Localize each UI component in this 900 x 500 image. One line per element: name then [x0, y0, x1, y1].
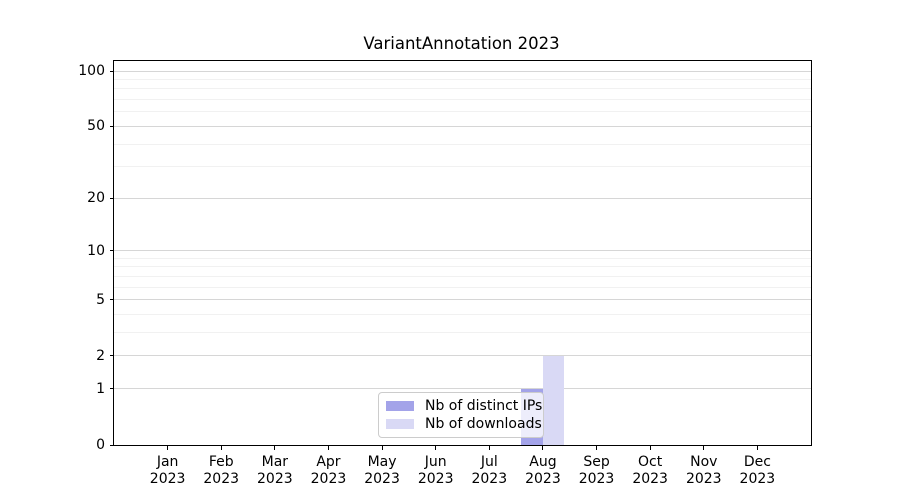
y-axis-tick	[110, 388, 114, 390]
x-axis-tick	[756, 445, 758, 450]
y-axis-tick-label: 5	[96, 291, 105, 308]
y-axis-tick-label: 100	[78, 63, 105, 79]
gridline-minor	[114, 166, 811, 168]
y-axis-tick-label: 0	[96, 437, 105, 453]
y-axis-tick	[110, 70, 114, 72]
x-axis-tick-year: 2023	[578, 471, 615, 487]
x-axis-tick-year: 2023	[739, 471, 776, 487]
x-axis-tick-year: 2023	[364, 471, 400, 487]
x-axis-tick-year: 2023	[149, 471, 186, 487]
gridline-major	[114, 70, 811, 72]
chart-title: VariantAnnotation 2023	[363, 34, 560, 53]
y-axis-tick-label: 2	[96, 347, 105, 364]
y-axis-tick-label: 10	[87, 242, 105, 259]
x-axis-tick	[167, 445, 169, 450]
x-axis-tick-year: 2023	[257, 471, 293, 487]
x-axis-tick	[649, 445, 651, 450]
gridline-minor	[114, 99, 811, 101]
x-axis-tick-label: Jun 2023	[406, 454, 466, 488]
gridline-major	[114, 197, 811, 199]
x-axis-tick-label: Dec 2023	[727, 454, 787, 488]
y-axis-tick-label: 20	[87, 190, 105, 207]
x-axis-tick	[381, 445, 383, 450]
x-axis-tick-label: Aug 2023	[513, 454, 573, 488]
gridline-minor	[114, 143, 811, 145]
x-axis-tick-year: 2023	[417, 471, 454, 487]
x-axis-tick	[703, 445, 705, 450]
x-axis-tick-year: 2023	[632, 471, 668, 487]
gridline-minor	[114, 78, 811, 80]
gridline-major	[114, 355, 811, 357]
x-axis-tick-year: 2023	[310, 471, 347, 487]
plot-area: 0 1 2 5 10 20 50 100 Jan 2023 Feb 2023 Mar 2023 Apr 202…	[78, 60, 812, 487]
x-axis-tick-label: Oct 2023	[620, 454, 680, 488]
legend-swatch-distinct-ips-icon	[386, 401, 414, 411]
y-axis-tick	[110, 250, 114, 252]
gridline-major	[114, 125, 811, 127]
legend-swatch-downloads-icon	[386, 419, 414, 429]
x-axis-tick-label: Nov 2023	[674, 454, 734, 488]
gridline-minor	[114, 88, 811, 90]
x-axis-tick-year: 2023	[471, 471, 508, 487]
y-axis-tick	[110, 355, 114, 357]
gridline-major	[114, 299, 811, 301]
x-axis-tick	[327, 445, 329, 450]
y-axis-tick	[110, 125, 114, 127]
x-axis-tick	[542, 445, 544, 450]
x-axis-tick-label: Jul 2023	[459, 454, 519, 488]
gridline-minor	[114, 332, 811, 334]
x-axis-tick-year: 2023	[685, 471, 722, 487]
gridline-major	[114, 388, 811, 390]
x-axis-tick-label: Mar 2023	[245, 454, 305, 488]
x-axis-tick-label: Feb 2023	[191, 454, 251, 488]
legend-label-distinct-ips: Nb of distinct IPs	[425, 398, 543, 414]
x-axis-tick	[274, 445, 276, 450]
y-axis-tick-label: 1	[96, 380, 105, 397]
x-axis-tick-year: 2023	[203, 471, 240, 487]
gridline-minor	[114, 275, 811, 277]
y-axis-tick	[110, 197, 114, 199]
gridline-minor	[114, 266, 811, 268]
x-axis-tick-year: 2023	[525, 471, 561, 487]
legend-item-distinct-ips: Nb of distinct IPs	[379, 398, 543, 414]
gridline-major	[114, 250, 811, 252]
legend-label-downloads: Nb of downloads	[425, 416, 542, 432]
bar-downloads-aug	[542, 355, 565, 445]
x-axis-tick	[220, 445, 222, 450]
gridline-minor	[114, 257, 811, 259]
x-axis-tick-label: Jan 2023	[138, 454, 198, 488]
x-axis-tick-label: Apr 2023	[298, 454, 358, 488]
legend: Nb of distinct IPs Nb of downloads	[378, 392, 544, 438]
legend-item-downloads: Nb of downloads	[379, 416, 543, 432]
gridline-minor	[114, 286, 811, 288]
gridline-minor	[114, 111, 811, 113]
x-axis-tick	[488, 445, 490, 450]
x-axis-tick-label: Sep 2023	[567, 454, 627, 488]
x-axis-tick-label: May 2023	[352, 454, 412, 488]
y-axis-tick-label: 50	[87, 118, 105, 135]
x-axis-tick	[596, 445, 598, 450]
x-axis-tick	[435, 445, 437, 450]
y-axis-tick	[110, 444, 114, 446]
y-axis-tick	[110, 299, 114, 301]
gridline-minor	[114, 314, 811, 316]
